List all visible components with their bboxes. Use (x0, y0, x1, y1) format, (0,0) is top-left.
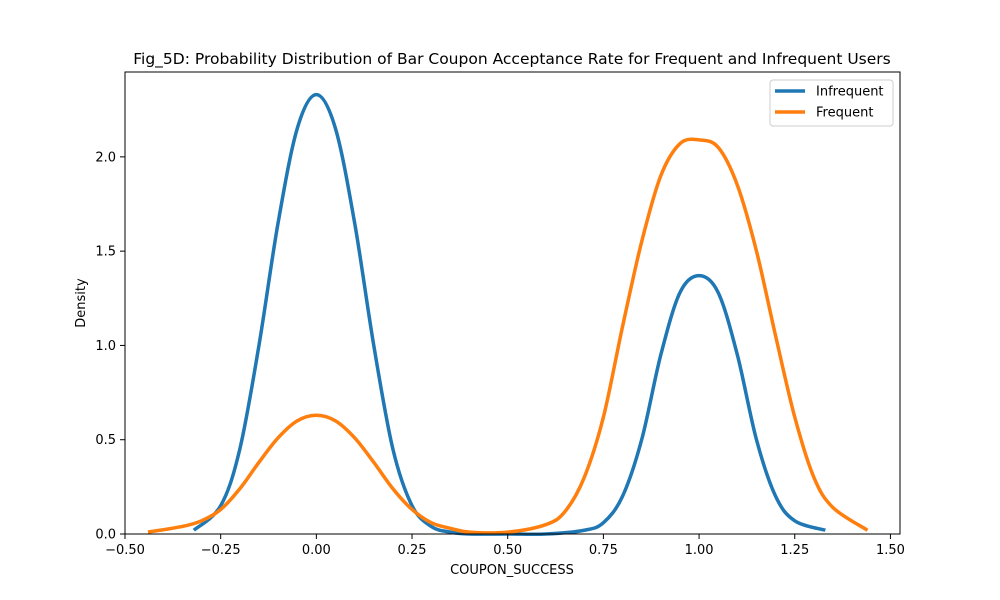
y-tick-label: 0.5 (95, 433, 116, 448)
y-tick-label: 1.5 (95, 245, 116, 260)
x-tick-label: 0.25 (398, 543, 427, 558)
x-tick-label: 1.25 (780, 543, 809, 558)
x-axis-ticks: −0.50 −0.25 0.00 0.25 0.50 0.75 1.00 1.25 1.50 (105, 534, 905, 558)
y-tick-label: 0.0 (95, 528, 116, 543)
chart-title: Fig_5D: Probability Distribution of Bar … (133, 50, 891, 69)
legend-label-frequent: Frequent (816, 106, 873, 121)
x-tick-label: 0.00 (302, 543, 331, 558)
x-axis-label: COUPON_SUCCESS (450, 563, 574, 578)
series-line-frequent (147, 137, 869, 535)
x-tick-label: 1.50 (876, 543, 905, 558)
x-tick-label: 0.50 (493, 543, 522, 558)
plot-lines (147, 92, 869, 537)
y-tick-label: 2.0 (95, 150, 116, 165)
x-tick-label: 1.00 (685, 543, 714, 558)
y-tick-label: 1.0 (95, 339, 116, 354)
legend: Infrequent Frequent (769, 79, 894, 127)
y-axis-label: Density (74, 278, 89, 328)
x-tick-label: −0.50 (105, 543, 145, 558)
x-tick-label: −0.25 (201, 543, 241, 558)
x-tick-label: 0.75 (589, 543, 618, 558)
y-axis-ticks: 0.0 0.5 1.0 1.5 2.0 (95, 150, 125, 543)
legend-label-infrequent: Infrequent (816, 85, 884, 100)
plot-frame (124, 71, 901, 535)
series-line-infrequent (192, 92, 826, 537)
